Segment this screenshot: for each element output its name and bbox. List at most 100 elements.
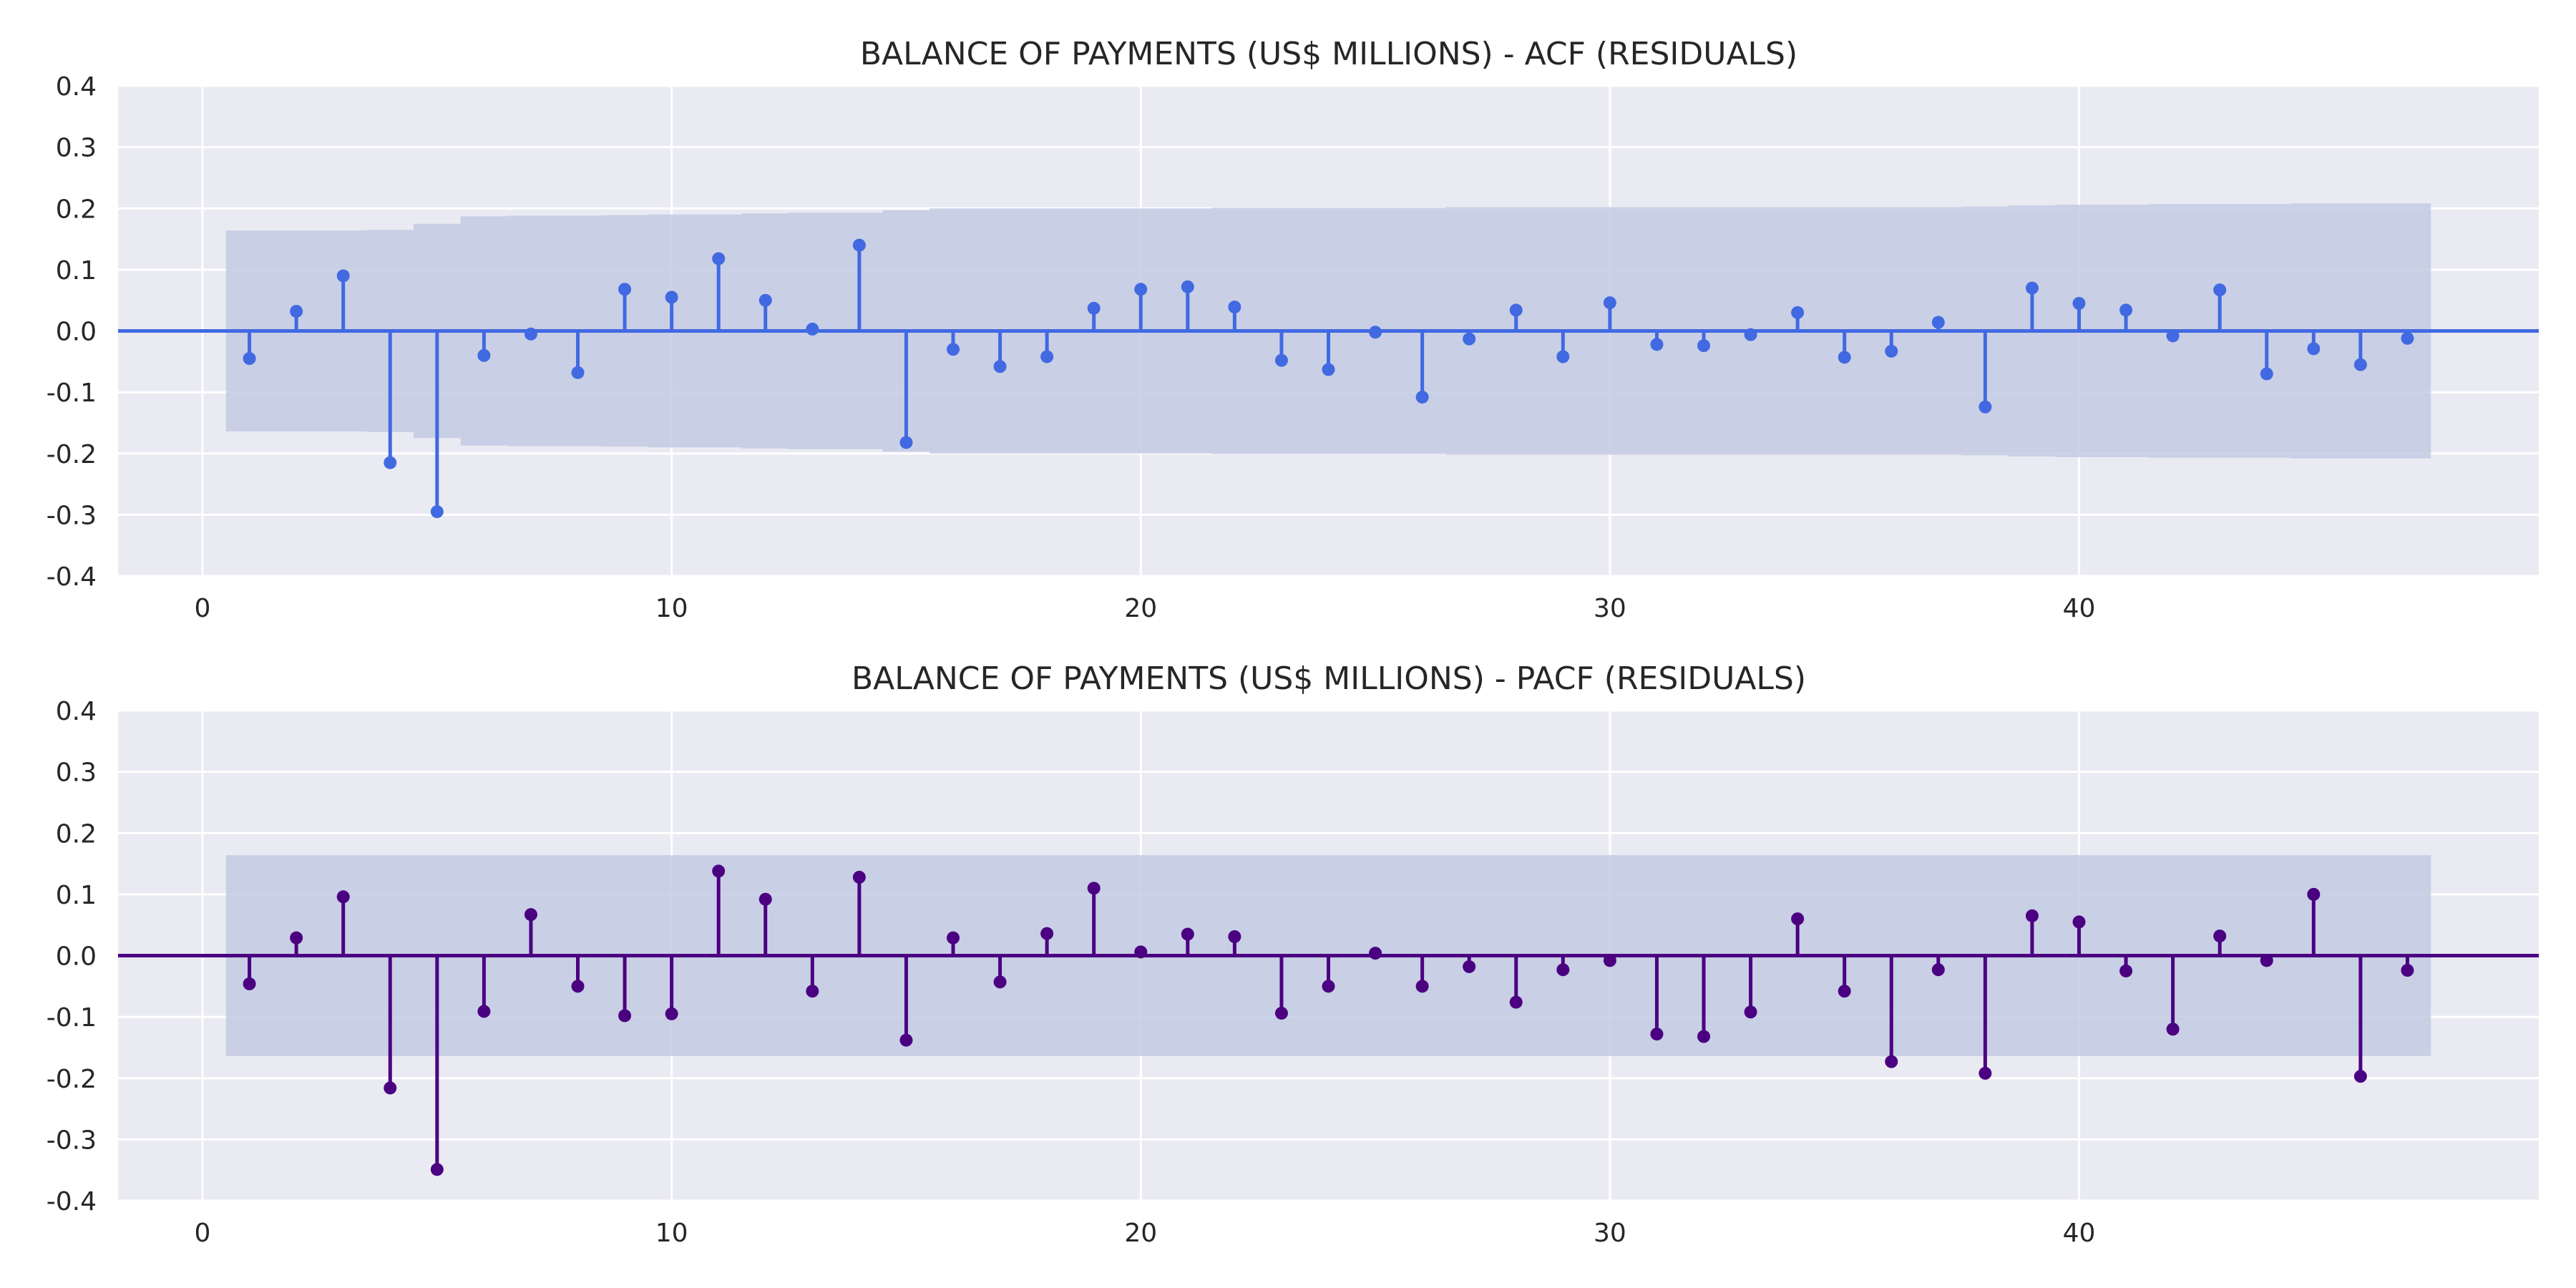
pacf-point <box>1603 954 1616 967</box>
acf-y-tick-label: 0.3 <box>56 134 97 163</box>
acf-point <box>1369 326 1382 339</box>
acf-point <box>571 366 585 379</box>
pacf-point <box>1463 960 1476 973</box>
acf-point <box>2025 281 2039 295</box>
acf-point <box>1650 338 1664 351</box>
pacf-point <box>1885 1055 1898 1068</box>
acf-point <box>2353 358 2367 371</box>
pacf-point <box>1369 947 1382 960</box>
pacf-point <box>899 1033 913 1047</box>
acf-point <box>712 252 726 265</box>
acf-x-tick-label: 0 <box>195 594 211 623</box>
acf-point <box>336 269 350 283</box>
acf-point <box>1415 390 1429 404</box>
acf-point <box>1697 339 1710 353</box>
pacf-point <box>806 985 819 998</box>
pacf-point <box>477 1005 491 1018</box>
pacf-point <box>1040 927 1054 940</box>
pacf-point <box>1744 1005 1757 1019</box>
pacf-point <box>1650 1028 1664 1041</box>
acf-point <box>2260 367 2273 381</box>
acf-x-tick-label: 20 <box>1124 594 1157 623</box>
pacf-point <box>1228 930 1241 943</box>
acf-point <box>1838 351 1851 364</box>
acf-point <box>2307 342 2321 356</box>
acf-point <box>1979 400 1992 414</box>
pacf-chart-title: BALANCE OF PAYMENTS (US$ MILLIONS) - PAC… <box>852 660 1806 697</box>
pacf-point <box>243 977 256 990</box>
acf-point <box>1744 328 1757 341</box>
pacf-panel: BALANCE OF PAYMENTS (US$ MILLIONS) - PAC… <box>47 660 2539 1248</box>
pacf-point <box>2260 954 2273 967</box>
acf-point <box>2401 331 2414 345</box>
pacf-y-tick-label: -0.1 <box>47 1003 97 1033</box>
acf-point <box>1274 353 1288 367</box>
pacf-point <box>852 870 866 884</box>
acf-point <box>665 291 678 304</box>
acf-point <box>290 305 303 318</box>
acf-point <box>1134 283 1148 296</box>
acf-y-tick-label: 0.1 <box>56 256 97 286</box>
pacf-point <box>758 892 772 906</box>
pacf-x-tick-label: 30 <box>1594 1219 1626 1248</box>
acf-y-tick-label: 0.2 <box>56 195 97 224</box>
acf-point <box>524 327 537 341</box>
pacf-stems <box>243 864 2414 1176</box>
pacf-point <box>1556 963 1570 977</box>
acf-x-tick-label: 30 <box>1594 594 1626 623</box>
pacf-point <box>1415 980 1429 993</box>
pacf-point <box>1838 985 1851 998</box>
acf-chart-title: BALANCE OF PAYMENTS (US$ MILLIONS) - ACF… <box>860 36 1797 72</box>
pacf-point <box>993 975 1007 989</box>
pacf-point <box>1322 980 1335 993</box>
acf-point <box>806 322 819 336</box>
pacf-x-tick-label: 10 <box>655 1219 688 1248</box>
acf-point <box>1556 350 1570 364</box>
acf-point <box>430 505 444 519</box>
pacf-point <box>1791 912 1805 926</box>
pacf-point <box>2213 930 2227 943</box>
pacf-point <box>2307 887 2321 901</box>
pacf-y-tick-label: -0.3 <box>47 1126 97 1155</box>
acf-point <box>2119 303 2133 317</box>
pacf-point <box>1087 882 1101 895</box>
acf-point <box>1509 303 1523 317</box>
acf-y-tick-label: -0.3 <box>47 501 97 530</box>
acf-point <box>384 456 397 469</box>
acf-point <box>477 348 491 362</box>
pacf-point <box>1181 927 1194 941</box>
pacf-point <box>947 931 960 945</box>
acf-point <box>1181 280 1194 293</box>
acf-point <box>1087 301 1101 315</box>
pacf-point <box>2119 964 2133 977</box>
pacf-x-tick-label: 0 <box>195 1219 211 1248</box>
pacf-x-tick-label: 40 <box>2063 1219 2096 1248</box>
pacf-point <box>1979 1066 1992 1080</box>
pacf-point <box>2401 964 2414 977</box>
acf-point <box>852 238 866 252</box>
acf-point <box>758 293 772 307</box>
acf-point <box>2213 283 2227 297</box>
pacf-y-tick-label: 0.2 <box>56 819 97 849</box>
acf-point <box>2166 329 2180 343</box>
pacf-point <box>384 1081 397 1095</box>
acf-y-tick-label: -0.1 <box>47 379 97 408</box>
acf-y-tick-label: 0.0 <box>56 318 97 347</box>
pacf-point <box>1509 995 1523 1009</box>
pacf-point <box>524 908 537 922</box>
pacf-point <box>571 980 585 993</box>
pacf-point <box>290 931 303 945</box>
pacf-point <box>1274 1006 1288 1020</box>
pacf-point <box>665 1007 678 1020</box>
acf-x-tick-label: 10 <box>655 594 688 623</box>
pacf-point <box>430 1163 444 1176</box>
acf-point <box>1040 350 1054 364</box>
pacf-y-tick-label: 0.3 <box>56 758 97 788</box>
pacf-point <box>2166 1023 2180 1036</box>
acf-point <box>618 283 632 296</box>
pacf-y-tick-label: 0.4 <box>56 697 97 726</box>
pacf-x-tick-label: 20 <box>1124 1219 1157 1248</box>
acf-point <box>1885 344 1898 358</box>
acf-stems <box>243 238 2414 519</box>
